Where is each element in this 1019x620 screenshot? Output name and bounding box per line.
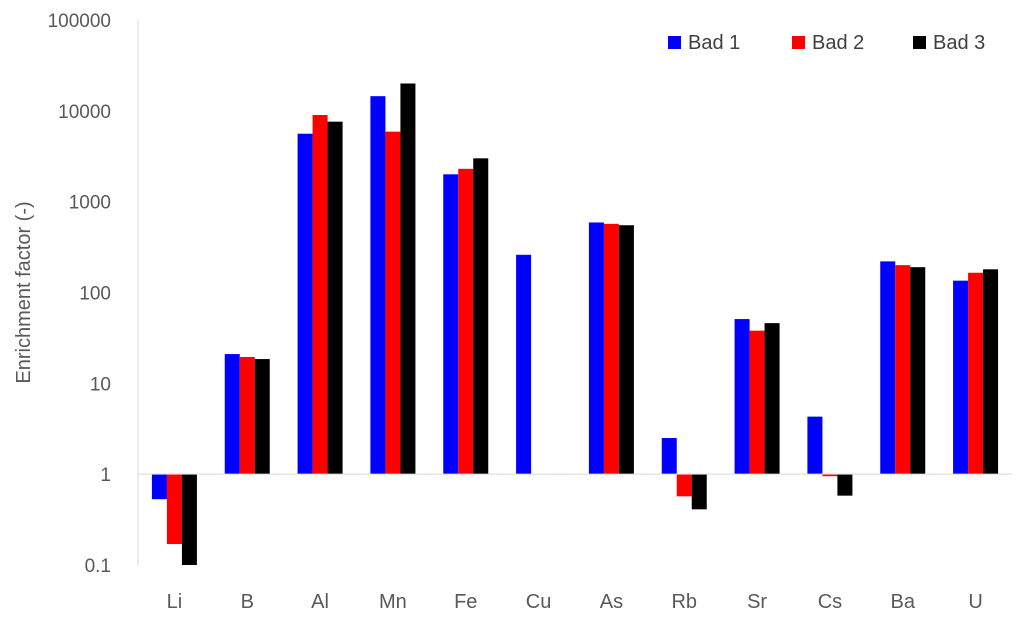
y-axis-title: Enrichment factor (-) xyxy=(13,201,35,383)
bar-mn-bad-3 xyxy=(400,83,416,475)
legend-swatch xyxy=(668,36,681,49)
bar-li-bad-2 xyxy=(166,474,182,545)
y-tick-label: 0.1 xyxy=(85,556,111,577)
legend-label: Bad 3 xyxy=(933,32,985,54)
bar-sr-bad-2 xyxy=(749,330,765,475)
x-category-label: Cs xyxy=(818,591,842,613)
bar-as-bad-2 xyxy=(603,223,619,475)
bar-fe-bad-3 xyxy=(473,158,489,475)
bar-as-bad-1 xyxy=(588,222,604,475)
bar-as-bad-3 xyxy=(618,225,634,475)
bar-mn-bad-1 xyxy=(370,96,386,475)
y-tick-label: 10000 xyxy=(58,102,111,123)
bar-b-bad-1 xyxy=(224,354,240,475)
x-category-label: Li xyxy=(167,591,183,613)
bar-fe-bad-2 xyxy=(458,168,474,475)
bar-cs-bad-3 xyxy=(837,474,853,496)
y-tick-label: 1000 xyxy=(69,193,111,214)
legend: Bad 1 Bad 2 Bad 3 xyxy=(668,32,985,54)
bar-u-bad-2 xyxy=(968,272,984,475)
bar-sr-bad-3 xyxy=(764,323,780,475)
bar-cu-bad-1 xyxy=(516,254,532,475)
bar-cs-bad-1 xyxy=(807,416,823,475)
bar-b-bad-3 xyxy=(254,359,270,475)
bar-u-bad-3 xyxy=(983,269,999,475)
plot-area xyxy=(151,83,999,565)
x-category-label: Cu xyxy=(526,591,552,613)
bar-b-bad-2 xyxy=(239,356,255,475)
y-tick-label: 100000 xyxy=(48,11,111,32)
x-category-label: As xyxy=(600,591,623,613)
bar-mn-bad-2 xyxy=(385,131,401,475)
bar-u-bad-1 xyxy=(953,280,969,475)
legend-item-bad-2: Bad 2 xyxy=(792,32,864,54)
bar-ba-bad-3 xyxy=(910,267,926,475)
y-tick-label: 100 xyxy=(79,284,111,305)
legend-swatch xyxy=(792,36,805,49)
bar-li-bad-1 xyxy=(151,474,167,500)
bar-al-bad-1 xyxy=(297,133,313,475)
bar-li-bad-3 xyxy=(181,474,197,565)
x-category-label: U xyxy=(968,591,982,613)
legend-item-bad-3: Bad 3 xyxy=(913,32,985,54)
x-category-label: Rb xyxy=(671,591,697,613)
x-category-label: Ba xyxy=(891,591,916,613)
x-category-label: Mn xyxy=(379,591,407,613)
bar-ba-bad-1 xyxy=(880,261,896,475)
bar-cs-bad-2 xyxy=(822,474,838,477)
y-tick-label: 10 xyxy=(90,374,111,395)
x-category-label: B xyxy=(241,591,254,613)
bar-al-bad-3 xyxy=(327,121,343,475)
legend-label: Bad 1 xyxy=(688,32,740,54)
bar-sr-bad-1 xyxy=(734,319,750,475)
bar-rb-bad-2 xyxy=(676,474,692,497)
y-tick-label: 1 xyxy=(100,465,111,486)
x-category-label: Fe xyxy=(454,591,477,613)
bar-rb-bad-1 xyxy=(661,438,677,475)
axes: 0.1 1 10 100 1000 10000 100000 Enrichment facto… xyxy=(13,11,1012,613)
x-category-label: Sr xyxy=(747,591,767,613)
legend-label: Bad 2 xyxy=(812,32,864,54)
bar-al-bad-2 xyxy=(312,114,328,475)
x-category-label: Al xyxy=(311,591,329,613)
legend-swatch xyxy=(913,36,926,49)
legend-item-bad-1: Bad 1 xyxy=(668,32,740,54)
bar-fe-bad-1 xyxy=(443,174,459,475)
bar-ba-bad-2 xyxy=(895,265,911,475)
bar-rb-bad-3 xyxy=(691,474,707,510)
